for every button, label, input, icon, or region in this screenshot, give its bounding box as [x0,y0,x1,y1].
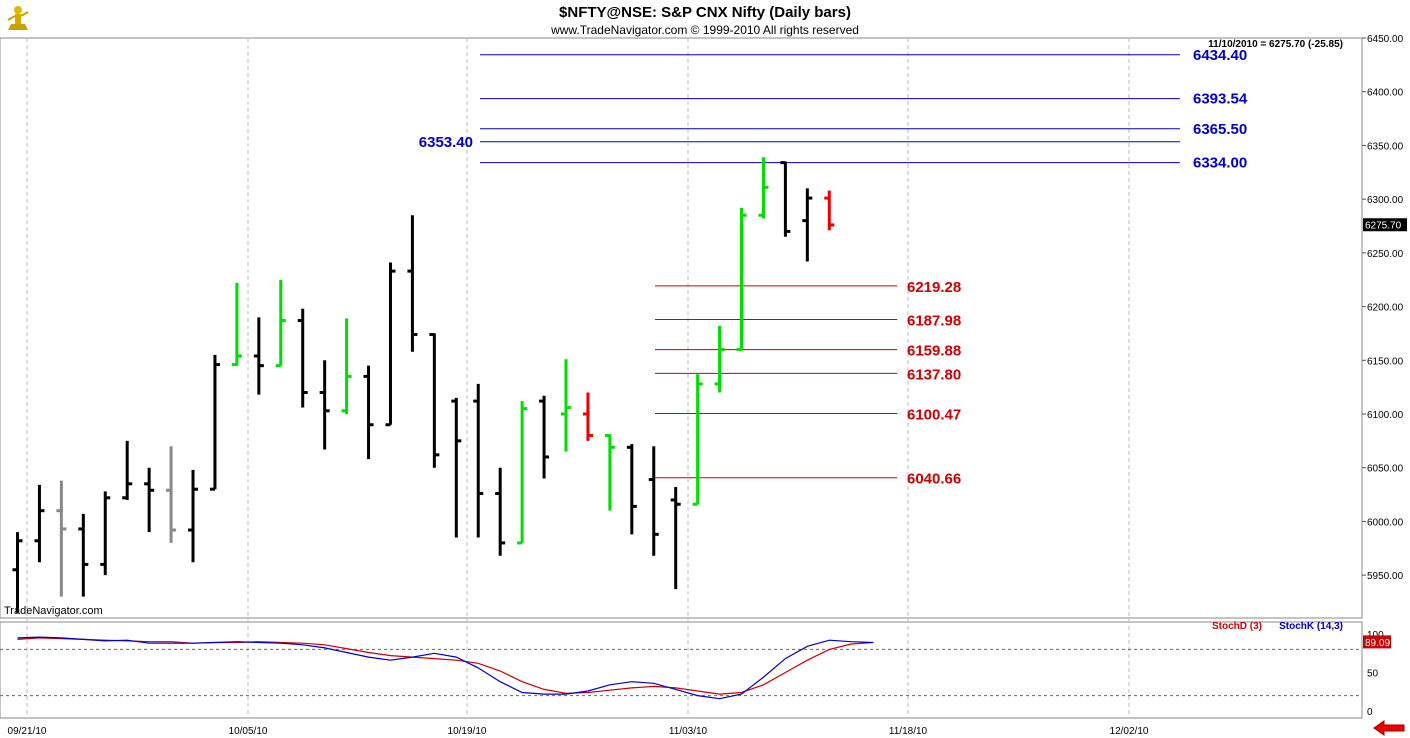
y-tick-label: 6250.00 [1367,249,1404,260]
stochD-legend: StochD (3) [1212,621,1262,632]
ohlc-bar [144,467,155,533]
y-tick-label: 6100.00 [1367,410,1404,421]
y-tick-label: 6350.00 [1367,141,1404,152]
support-label: 6040.66 [907,471,961,488]
ohlc-bar [12,532,23,613]
y-tick-label: 6150.00 [1367,356,1404,367]
stoch-tick-label: 0 [1367,707,1373,718]
resistance-label: 6393.54 [1193,91,1248,108]
ohlc-bar [670,487,681,590]
ohlc-bar [692,374,703,506]
ohlc-bar [34,484,45,563]
resistance-label: 6434.40 [1193,47,1247,64]
y-tick-label: 6200.00 [1367,303,1404,314]
last-price-tag [1363,218,1407,232]
watermark: TradeNavigator.com [4,605,103,617]
ohlc-bar [363,365,374,460]
ohlc-bar [714,325,725,393]
ohlc-bar [429,333,440,468]
y-tick-label: 6400.00 [1367,88,1404,99]
ohlc-bar [319,360,330,450]
left-arrow-icon[interactable] [1372,720,1406,736]
ohlc-bar [297,308,308,408]
ohlc-bar [495,467,506,556]
ohlc-bar [275,279,286,368]
ohlc-bar [122,440,133,500]
x-tick-label: 10/19/10 [448,726,487,737]
chart-subtitle: www.TradeNavigator.com © 1999-2010 All r… [550,23,859,37]
price-panel-frame [0,37,1363,619]
ohlc-bar [166,446,177,543]
support-label: 6159.88 [907,343,961,360]
ohlc-bar [78,513,89,597]
ohlc-bar [561,359,571,452]
ohlc-bar [648,446,659,556]
stochastic-panel-frame [0,621,1363,719]
ohlc-bar [100,491,111,576]
chart-title: $NFTY@NSE: S&P CNX Nifty (Daily bars) [559,4,851,21]
stoch-value-tag [1363,635,1391,649]
ohlc-bar [56,480,67,597]
ohlc-bar [473,383,484,538]
ohlc-bar [626,444,637,535]
ohlc-bar [824,190,835,231]
ohlc-bar [451,397,462,538]
ohlc-bar [604,433,615,511]
ohlc-bar [407,215,418,352]
resistance-label: 6334.00 [1193,155,1247,172]
x-tick-label: 11/03/10 [669,726,708,737]
support-label: 6100.47 [907,406,961,423]
x-tick-label: 09/21/10 [8,726,47,737]
stochK-legend: StochK (14,3) [1279,621,1343,632]
ohlc-bar [758,157,769,219]
ohlc-bar [780,161,791,237]
resistance-label: 6353.40 [419,134,473,151]
y-tick-label: 5950.00 [1367,571,1404,582]
ohlc-bar [231,282,242,367]
y-tick-label: 6000.00 [1367,517,1404,528]
x-tick-label: 12/02/10 [1110,726,1149,737]
ohlc-bar [582,392,593,441]
ohlc-bar [517,401,528,545]
ohlc-bar [341,318,352,414]
ohlc-bar [539,395,550,479]
resistance-label: 6365.50 [1193,121,1247,138]
ohlc-bar [385,262,396,427]
x-tick-label: 11/18/10 [889,726,928,737]
ohlc-bar [253,317,264,395]
support-label: 6187.98 [907,312,961,329]
y-tick-label: 6300.00 [1367,195,1404,206]
ohlc-bar [209,354,220,491]
trader-figure-icon [4,2,32,34]
price-bars [12,157,835,613]
ohlc-bar [736,207,747,352]
stoch-value-label: 89.09 [1365,638,1390,649]
stochK-line [17,636,874,700]
last-price-label: 6275.70 [1365,221,1402,232]
ohlc-bar [802,188,813,262]
quote-readout: 11/10/2010 = 6275.70 (-25.85) [1208,39,1343,50]
support-label: 6137.80 [907,366,961,383]
x-tick-label: 10/05/10 [229,726,268,737]
y-tick-label: 6050.00 [1367,464,1404,475]
stoch-tick-label: 50 [1367,669,1379,680]
stochD-line [17,637,874,695]
y-tick-label: 6450.00 [1367,34,1404,45]
support-label: 6219.28 [907,279,961,296]
ohlc-bar [188,469,199,563]
